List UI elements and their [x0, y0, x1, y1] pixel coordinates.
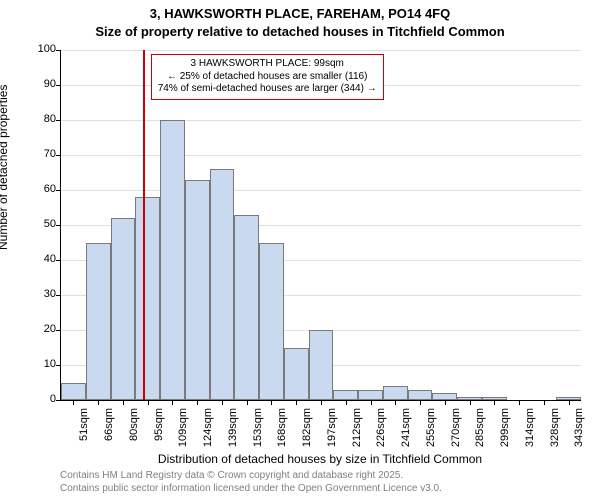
y-tick-mark — [56, 330, 61, 331]
histogram-bar — [111, 218, 136, 400]
x-axis-label: Distribution of detached houses by size … — [60, 452, 580, 466]
x-tick-label: 226sqm — [376, 408, 388, 447]
x-tick-label: 66sqm — [103, 408, 115, 441]
histogram-bar — [185, 180, 210, 401]
y-tick-mark — [56, 155, 61, 156]
chart-title-line1: 3, HAWKSWORTH PLACE, FAREHAM, PO14 4FQ — [0, 6, 600, 21]
x-tick-mark — [321, 400, 322, 405]
info-box: 3 HAWKSWORTH PLACE: 99sqm← 25% of detach… — [151, 54, 384, 100]
y-tick-mark — [56, 50, 61, 51]
x-tick-label: 109sqm — [177, 408, 189, 447]
histogram-bar — [432, 393, 457, 400]
x-tick-label: 343sqm — [574, 408, 586, 447]
x-tick-label: 139sqm — [227, 408, 239, 447]
gridline — [61, 190, 581, 191]
histogram-bar — [309, 330, 334, 400]
info-box-line: ← 25% of detached houses are smaller (11… — [158, 71, 377, 84]
y-tick-label: 80 — [28, 113, 56, 125]
y-tick-mark — [56, 120, 61, 121]
y-tick-label: 60 — [28, 183, 56, 195]
x-tick-mark — [470, 400, 471, 405]
x-tick-label: 270sqm — [450, 408, 462, 447]
footer-attribution: Contains HM Land Registry data © Crown c… — [60, 470, 580, 495]
histogram-bar — [358, 390, 383, 401]
x-tick-mark — [420, 400, 421, 405]
y-tick-label: 0 — [28, 393, 56, 405]
y-tick-mark — [56, 260, 61, 261]
y-tick-label: 100 — [28, 43, 56, 55]
x-tick-label: 212sqm — [351, 408, 363, 447]
y-tick-label: 30 — [28, 288, 56, 300]
x-tick-label: 51sqm — [78, 408, 90, 441]
histogram-bar — [408, 390, 433, 401]
footer-line1: Contains HM Land Registry data © Crown c… — [60, 470, 580, 483]
histogram-bar — [234, 215, 259, 401]
y-tick-mark — [56, 225, 61, 226]
reference-line — [143, 50, 145, 400]
histogram-bar — [333, 390, 358, 401]
histogram-bar — [135, 197, 160, 400]
histogram-bar — [383, 386, 408, 400]
y-tick-mark — [56, 295, 61, 296]
y-tick-label: 10 — [28, 358, 56, 370]
histogram-bar — [160, 120, 185, 400]
y-tick-label: 40 — [28, 253, 56, 265]
x-tick-mark — [271, 400, 272, 405]
x-tick-mark — [346, 400, 347, 405]
x-tick-label: 314sqm — [524, 408, 536, 447]
x-tick-mark — [98, 400, 99, 405]
y-tick-label: 50 — [28, 218, 56, 230]
y-axis-label: Number of detached properties — [0, 85, 10, 250]
plot-area: 51sqm66sqm80sqm95sqm109sqm124sqm139sqm15… — [60, 50, 581, 401]
y-tick-mark — [56, 365, 61, 366]
gridline — [61, 50, 581, 51]
x-tick-mark — [123, 400, 124, 405]
y-tick-mark — [56, 400, 61, 401]
x-tick-label: 285sqm — [475, 408, 487, 447]
x-tick-mark — [395, 400, 396, 405]
x-tick-label: 168sqm — [276, 408, 288, 447]
y-tick-label: 90 — [28, 78, 56, 90]
gridline — [61, 120, 581, 121]
x-tick-mark — [371, 400, 372, 405]
x-tick-mark — [148, 400, 149, 405]
x-tick-mark — [519, 400, 520, 405]
x-tick-mark — [247, 400, 248, 405]
x-tick-mark — [445, 400, 446, 405]
x-tick-label: 328sqm — [549, 408, 561, 447]
x-tick-mark — [222, 400, 223, 405]
x-tick-label: 153sqm — [252, 408, 264, 447]
x-tick-mark — [544, 400, 545, 405]
x-tick-label: 255sqm — [425, 408, 437, 447]
x-tick-label: 197sqm — [326, 408, 338, 447]
x-tick-label: 95sqm — [153, 408, 165, 441]
x-tick-mark — [494, 400, 495, 405]
histogram-bar — [259, 243, 284, 401]
histogram-bar — [61, 383, 86, 401]
x-tick-label: 124sqm — [202, 408, 214, 447]
y-tick-mark — [56, 190, 61, 191]
gridline — [61, 155, 581, 156]
y-tick-mark — [56, 85, 61, 86]
info-box-line: 74% of semi-detached houses are larger (… — [158, 83, 377, 96]
y-tick-label: 20 — [28, 323, 56, 335]
x-tick-mark — [569, 400, 570, 405]
x-tick-label: 80sqm — [128, 408, 140, 441]
chart-container: 3, HAWKSWORTH PLACE, FAREHAM, PO14 4FQ S… — [0, 0, 600, 500]
x-tick-mark — [296, 400, 297, 405]
x-tick-label: 299sqm — [499, 408, 511, 447]
x-tick-label: 182sqm — [301, 408, 313, 447]
x-tick-mark — [73, 400, 74, 405]
info-box-line: 3 HAWKSWORTH PLACE: 99sqm — [158, 58, 377, 71]
x-tick-label: 241sqm — [400, 408, 412, 447]
x-tick-mark — [172, 400, 173, 405]
histogram-bar — [210, 169, 235, 400]
x-tick-mark — [197, 400, 198, 405]
histogram-bar — [284, 348, 309, 401]
footer-line2: Contains public sector information licen… — [60, 483, 580, 496]
y-tick-label: 70 — [28, 148, 56, 160]
histogram-bar — [86, 243, 111, 401]
chart-title-line2: Size of property relative to detached ho… — [0, 24, 600, 39]
